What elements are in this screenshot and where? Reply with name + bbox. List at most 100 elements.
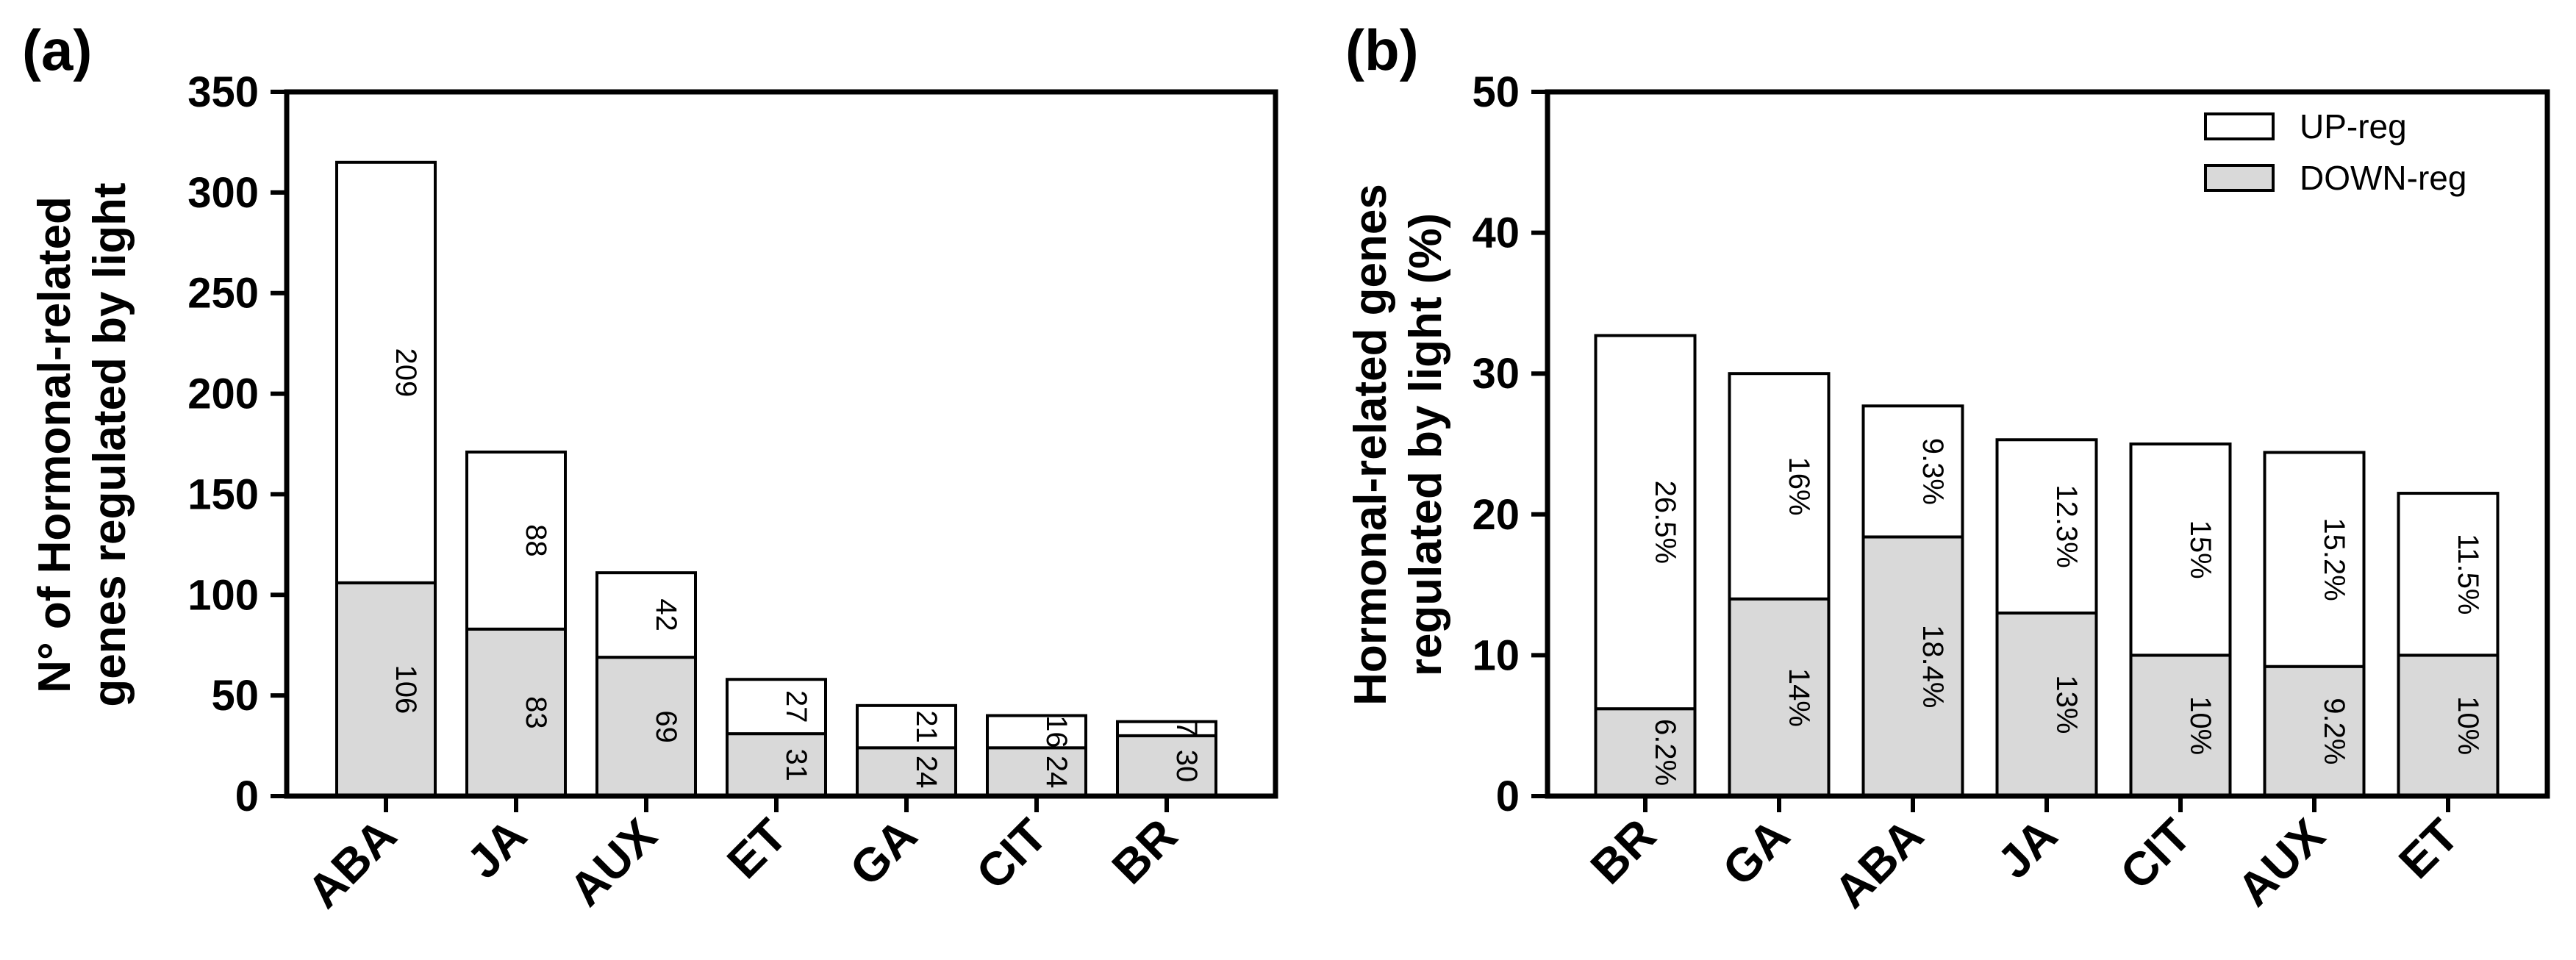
bar-down-cit: [2129, 653, 2232, 798]
data-label-up-ja: 12.3%: [2050, 484, 2083, 567]
panel-a: (a) N° of Hormonal-related genes regulat…: [22, 18, 1278, 918]
panel-b-ylabel-line1: Hormonal-related genes: [1345, 184, 1396, 706]
data-label-up-ja: 88: [520, 524, 552, 557]
bar-up-aux: [595, 571, 697, 659]
data-label-up-aba: 9.3%: [1917, 438, 1949, 505]
y-tick-label: 100: [187, 571, 259, 619]
legend-label-down: DOWN-reg: [2300, 159, 2466, 197]
data-label-down-ga: 14%: [1783, 668, 1815, 727]
bar-down-ja: [1995, 611, 2098, 798]
y-tick-label: 0: [235, 773, 259, 820]
data-label-up-br: 26.5%: [1649, 481, 1681, 564]
data-label-up-et: 27: [780, 690, 812, 723]
data-label-down-ja: 13%: [2050, 675, 2083, 734]
data-label-down-cit: 10%: [2184, 696, 2217, 755]
data-label-down-aux: 9.2%: [2318, 698, 2350, 764]
x-tick-label-ga: GA: [1712, 809, 1800, 896]
bar-down-ga: [1728, 597, 1831, 798]
y-tick-label: 300: [187, 169, 259, 217]
x-tick-label-aba: ABA: [1824, 809, 1933, 918]
data-label-up-aux: 42: [650, 598, 682, 631]
data-label-up-ga: 21: [910, 710, 942, 743]
data-label-up-br: 7: [1170, 720, 1203, 737]
bar-down-aux: [2263, 665, 2366, 798]
x-tick-label-cit: CIT: [966, 809, 1057, 900]
bar-down-aba: [335, 581, 437, 798]
x-tick-label-ja: JA: [1987, 809, 2067, 889]
bar-up-et: [726, 678, 827, 736]
data-label-down-et: 10%: [2452, 696, 2484, 755]
data-label-down-aux: 69: [650, 710, 682, 743]
data-label-up-ga: 16%: [1783, 456, 1815, 515]
data-label-down-br: 6.2%: [1649, 719, 1681, 786]
data-label-down-aba: 18.4%: [1917, 625, 1949, 708]
y-tick-label: 40: [1472, 209, 1520, 257]
bar-down-ja: [465, 627, 567, 798]
panel-b-plot-frame: [1545, 89, 2550, 799]
bar-down-aux: [595, 656, 697, 798]
x-tick-label-aux: AUX: [559, 809, 667, 917]
y-tick-label: 50: [211, 672, 259, 720]
x-tick-label-br: BR: [1581, 809, 1666, 894]
data-label-up-aux: 15.2%: [2318, 517, 2350, 601]
panel-a-y-ticks: 0 50 100 150 200 250 300 350: [187, 68, 287, 820]
x-tick-label-ja: JA: [457, 809, 537, 889]
x-tick-label-aux: AUX: [2227, 809, 2335, 917]
bar-up-aba: [1861, 404, 1964, 539]
y-tick-label: 10: [1472, 631, 1520, 679]
bar-up-et: [2397, 492, 2500, 657]
data-label-up-cit: 16: [1040, 715, 1073, 748]
legend-swatch-up: [2204, 112, 2275, 140]
bar-up-ja: [465, 450, 567, 631]
panel-b-letter: (b): [1345, 18, 1419, 82]
legend-label-up: UP-reg: [2300, 107, 2407, 146]
panel-b-bars: 6.2% 26.5% 14% 16% 18.4% 9.3% 13% 12.3% 10% 15% 9.…: [1594, 334, 2500, 798]
x-tick-label-et: ET: [2389, 809, 2469, 889]
bar-up-ga: [1728, 372, 1831, 601]
bar-up-aux: [2263, 451, 2366, 668]
y-tick-label: 0: [1496, 773, 1520, 820]
x-tick-label-br: BR: [1102, 809, 1187, 894]
panel-b-y-ticks: 0 10 20 30 40 50: [1472, 68, 1548, 820]
data-label-down-et: 31: [780, 748, 812, 781]
data-label-down-aba: 106: [390, 665, 422, 714]
panel-a-ylabel-line1: N° of Hormonal-related: [29, 196, 80, 693]
y-tick-label: 200: [187, 370, 259, 418]
bar-up-ga: [856, 703, 957, 750]
data-label-up-et: 11.5%: [2452, 534, 2484, 615]
panel-b: (b) Hormonal-related genes regulated by …: [1345, 18, 2550, 918]
bar-up-cit: [2129, 443, 2232, 657]
x-tick-label-ga: GA: [840, 809, 927, 896]
y-tick-label: 150: [187, 470, 259, 518]
panel-a-plot-frame: [284, 89, 1278, 799]
x-tick-label-et: ET: [717, 809, 797, 889]
data-label-down-ja: 83: [520, 696, 552, 729]
y-tick-label: 50: [1472, 68, 1520, 116]
y-tick-label: 350: [187, 68, 259, 116]
panel-a-x-tick-labels: ABA JA AUX ET GA CIT BR: [297, 796, 1187, 918]
data-label-down-ga: 24: [910, 756, 942, 789]
panel-a-bars: 106 209 83 88 69 42 31 27 24 21 24 16 30 7: [335, 160, 1217, 798]
y-tick-label: 250: [187, 270, 259, 318]
data-label-down-br: 30: [1170, 750, 1203, 783]
y-tick-label: 30: [1472, 350, 1520, 398]
panel-a-letter: (a): [22, 18, 92, 82]
data-label-up-aba: 209: [390, 348, 422, 397]
bar-up-ja: [1995, 438, 2098, 615]
bar-up-br: [1116, 720, 1217, 737]
panel-b-x-tick-labels: BR GA ABA JA CIT AUX ET: [1581, 796, 2469, 918]
x-tick-label-aba: ABA: [297, 809, 407, 918]
panel-b-ylabel-line2: regulated by light (%): [1400, 213, 1451, 676]
y-tick-label: 20: [1472, 491, 1520, 539]
bar-up-cit: [986, 714, 1087, 750]
panel-b-legend: UP-reg DOWN-reg: [2204, 107, 2466, 197]
x-tick-label-cit: CIT: [2110, 809, 2201, 900]
legend-swatch-down: [2204, 164, 2275, 192]
bar-up-aba: [335, 160, 437, 584]
data-label-down-cit: 24: [1040, 756, 1073, 789]
data-label-up-cit: 15%: [2184, 520, 2217, 579]
panel-a-ylabel-line2: genes regulated by light: [85, 182, 135, 706]
bar-up-br: [1594, 334, 1697, 711]
bar-down-br: [1594, 707, 1697, 798]
